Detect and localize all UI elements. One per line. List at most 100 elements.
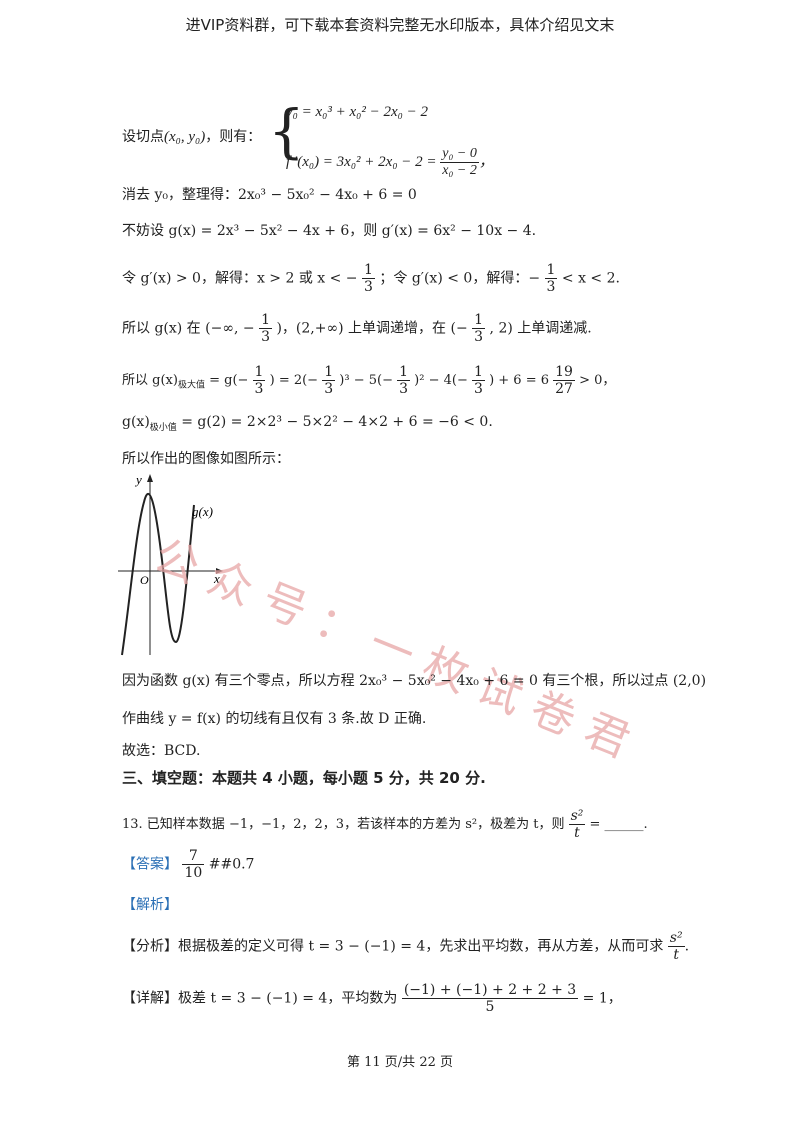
- system-eq1: y₀ = x₀³ + x₀² − 2x₀ − 2: [286, 104, 428, 120]
- num: 1: [362, 262, 375, 279]
- line-define-g: 不妨设 g(x) = 2x³ − 5x² − 4x + 6，则 g′(x) = …: [122, 223, 537, 239]
- text: 设切点: [122, 129, 164, 145]
- page-footer: 第 11 页/共 22 页: [347, 1055, 453, 1070]
- section-heading: 三、填空题：本题共 4 小题，每小题 5 分，共 20 分.: [122, 769, 486, 787]
- subscript: 极小值: [149, 422, 177, 433]
- num: 1: [472, 364, 485, 381]
- text: = 1，: [582, 990, 622, 1007]
- den: 3: [254, 381, 264, 397]
- num: 7: [182, 848, 205, 865]
- math: )² − 4(−: [414, 373, 468, 388]
- x-label: x: [213, 571, 220, 586]
- text: 根据极差的定义可得 t = 3 − (−1) = 4，先求出平均数，再从方差，从…: [178, 938, 664, 955]
- num: 1: [322, 364, 336, 381]
- text: > 0，: [579, 373, 616, 388]
- function-graph: y x O g(x): [118, 472, 223, 656]
- math: (−: [450, 320, 468, 337]
- fraction: 19 27: [553, 364, 575, 397]
- x-axis-arrow: [216, 568, 223, 574]
- text: 所以 g(x): [122, 373, 178, 388]
- answer-label: 【答案】: [122, 856, 178, 873]
- text: 极差 t = 3 − (−1) = 4，平均数为: [178, 990, 398, 1007]
- page-header: 进VIP资料群，可下载本套资料完整无水印版本，具体介绍见文末: [185, 16, 615, 34]
- num: y₀ − 0: [440, 146, 479, 163]
- line-local-min: g(x)极小值 = g(2) = 2×2³ − 5×2² − 4×2 + 6 =…: [122, 414, 493, 433]
- subscript: 极大值: [177, 380, 205, 391]
- math: , 2): [489, 320, 513, 337]
- den: t: [574, 825, 580, 841]
- text: 所以 g(x) 在: [122, 320, 201, 337]
- text: 令 g′(x) > 0，解得：x > 2 或 x < −: [122, 270, 358, 287]
- system-eq2: f ′(x₀) = 3x₀² + 2x₀ − 2 = y₀ − 0 x₀ − 2，: [286, 146, 494, 179]
- den: 3: [399, 381, 409, 397]
- den: 3: [474, 329, 484, 345]
- line-tangent-count: 作曲线 y = f(x) 的切线有且仅有 3 条.故 D 正确.: [122, 711, 427, 727]
- math: f ′(x₀) = 3x₀² + 2x₀ − 2 =: [286, 153, 437, 170]
- line-choice: 故选：BCD.: [122, 743, 201, 759]
- num: 1: [472, 312, 486, 329]
- fenxi-line: 【分析】根据极差的定义可得 t = 3 − (−1) = 4，先求出平均数，再从…: [122, 930, 689, 963]
- den: 3: [261, 329, 271, 345]
- den: 3: [546, 279, 556, 295]
- fraction: 7 10: [182, 848, 205, 881]
- num: 1: [544, 262, 558, 279]
- math: g(x): [122, 414, 150, 430]
- num: s²: [667, 930, 685, 947]
- text: 上单调递减.: [517, 320, 592, 337]
- label: 【分析】: [122, 938, 178, 955]
- text: ，: [478, 153, 494, 170]
- line-three-zeros: 因为函数 g(x) 有三个零点，所以方程 2x₀³ − 5x₀² − 4x₀ +…: [122, 673, 707, 689]
- line-eliminate: 消去 y₀，整理得：2x₀³ − 5x₀² − 4x₀ + 6 = 0: [122, 187, 417, 203]
- line-graph-intro: 所以作出的图像如图所示：: [122, 451, 290, 467]
- num: 1: [397, 364, 411, 381]
- math: = g(2) = 2×2³ − 5×2² − 4×2 + 6 = −6 < 0.: [181, 414, 493, 430]
- math: ) + 6 = 6: [489, 373, 549, 388]
- num: s²: [568, 808, 586, 825]
- text: ##0.7: [208, 856, 255, 873]
- analysis-label: 【解析】: [122, 897, 178, 913]
- y-label: y: [134, 472, 142, 487]
- origin-label: O: [140, 573, 149, 587]
- num: 1: [252, 364, 266, 381]
- math: )³ − 5(−: [339, 373, 393, 388]
- label: 【详解】: [122, 990, 178, 1007]
- text: < x < 2.: [561, 270, 620, 287]
- text: .: [684, 938, 690, 955]
- text: ；令 g′(x) < 0，解得：−: [379, 270, 541, 287]
- system-brace: {: [268, 97, 305, 165]
- xiangjie-line: 【详解】极差 t = 3 − (−1) = 4，平均数为 (−1) + (−1)…: [122, 982, 622, 1015]
- den: 5: [485, 999, 495, 1015]
- fraction: y₀ − 0 x₀ − 2: [440, 146, 479, 179]
- den: 3: [364, 279, 373, 295]
- num: 19: [553, 364, 575, 381]
- fraction: s² t: [667, 930, 685, 963]
- y-axis-arrow: [147, 474, 153, 482]
- line-tangent-point: 设切点(x₀, y₀)，则有：: [122, 126, 261, 146]
- den: 3: [324, 381, 334, 397]
- math: (x₀, y₀): [164, 129, 206, 145]
- answer-line: 【答案】 7 10 ##0.7: [122, 848, 254, 881]
- fraction: s² t: [568, 808, 586, 841]
- text: )，(2,+∞) 上单调递增，在: [276, 320, 447, 337]
- den: t: [673, 947, 680, 963]
- text: 13. 已知样本数据 −1，−1，2，2，3，若该样本的方差为 s²，极差为 t…: [122, 817, 565, 832]
- num: (−1) + (−1) + 2 + 2 + 3: [401, 982, 579, 999]
- math: ) = 2(−: [269, 373, 319, 388]
- den: 10: [184, 865, 203, 881]
- question-13: 13. 已知样本数据 −1，−1，2，2，3，若该样本的方差为 s²，极差为 t…: [122, 808, 648, 841]
- den: 3: [474, 381, 483, 397]
- den: x₀ − 2: [442, 163, 477, 178]
- math: (−∞, −: [205, 320, 255, 337]
- den: 27: [555, 381, 573, 397]
